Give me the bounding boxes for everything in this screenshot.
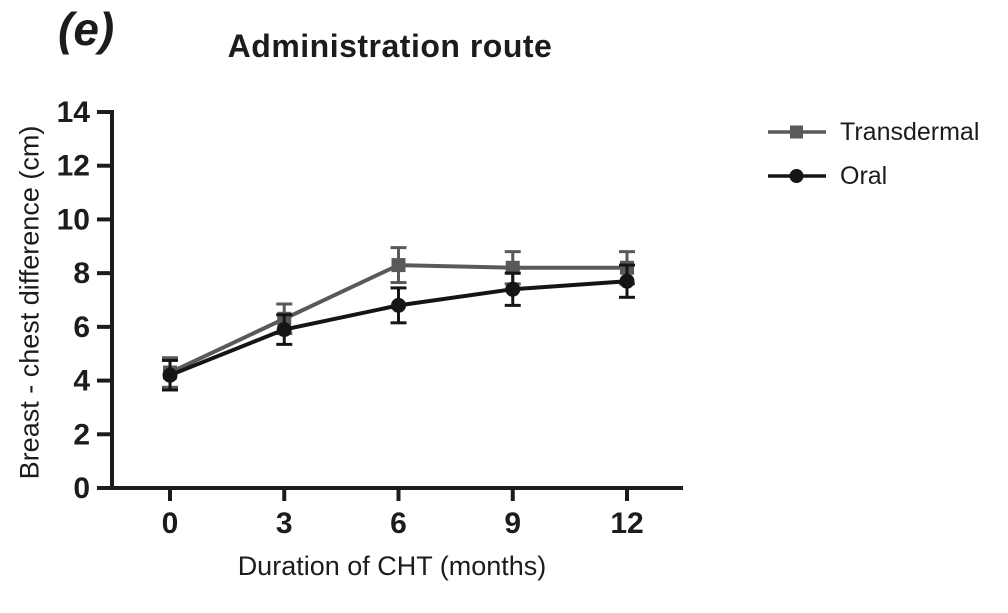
legend-circle-marker-icon [768, 169, 826, 183]
marker-circle [391, 297, 406, 313]
y-tick-label: 6 [73, 311, 90, 344]
marker-circle [619, 273, 635, 289]
marker-circle [276, 322, 292, 338]
y-tick-label: 4 [73, 365, 90, 398]
y-tick-label: 8 [73, 257, 90, 290]
chart-title: Administration route [227, 28, 553, 64]
legend-item-oral: Oral [768, 161, 979, 190]
y-tick-label: 10 [57, 203, 90, 236]
legend: Transdermal Oral [768, 117, 980, 208]
marker-circle [505, 281, 521, 297]
panel-label: (e) [58, 3, 115, 55]
y-tick-label: 2 [73, 418, 90, 451]
legend-label: Transdermal [840, 117, 980, 146]
y-tick-label: 0 [73, 472, 90, 505]
marker-square [391, 258, 406, 273]
legend-square-marker-icon [768, 125, 826, 139]
x-tick-label: 9 [504, 507, 521, 540]
x-tick-label: 6 [390, 507, 407, 540]
x-axis-title: Duration of CHT (months) [237, 551, 547, 581]
x-tick-label: 3 [276, 507, 293, 540]
x-tick-label: 0 [162, 507, 179, 540]
y-tick-label: 12 [57, 150, 90, 183]
marker-square [505, 260, 520, 275]
legend-label: Oral [840, 161, 888, 190]
y-tick-label: 14 [57, 96, 91, 129]
legend-item-transdermal: Transdermal [768, 117, 980, 146]
y-axis-title: Breast - chest difference (cm) [14, 125, 45, 480]
x-tick-label: 12 [610, 507, 643, 540]
marker-circle [162, 367, 178, 383]
